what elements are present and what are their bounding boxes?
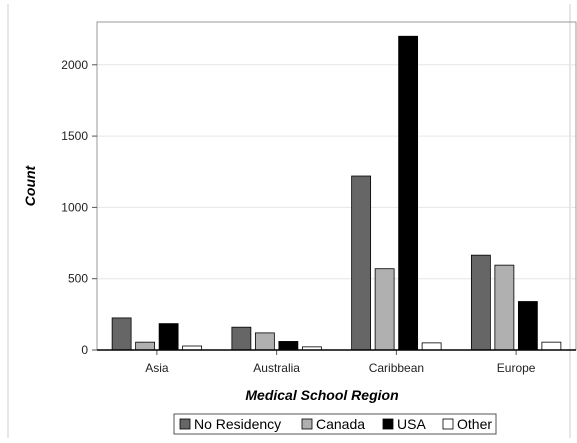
legend-swatch: [383, 419, 393, 429]
gridlines: [97, 65, 576, 279]
bar-usa-australia: [279, 341, 298, 350]
legend-swatch: [443, 419, 453, 429]
legend-label: Other: [457, 416, 492, 432]
bar-canada-australia: [255, 333, 274, 350]
bar-usa-asia: [159, 324, 178, 350]
y-tick-label: 500: [68, 272, 88, 286]
x-tick-label: Caribbean: [369, 361, 424, 375]
bar-canada-europe: [495, 265, 514, 350]
x-tick-label: Europe: [497, 361, 536, 375]
bar-no-residency-asia: [112, 318, 131, 350]
legend: No Residency Canada USA Other: [174, 414, 496, 434]
y-axis: 0 500 1000 1500 2000: [61, 58, 97, 357]
x-axis-title: Medical School Region: [245, 387, 398, 403]
bars-group: [112, 36, 561, 350]
legend-label: No Residency: [194, 416, 281, 432]
legend-swatch: [180, 419, 190, 429]
bar-other-caribbean: [422, 343, 441, 350]
bar-usa-europe: [518, 302, 537, 350]
y-axis-title: Count: [22, 164, 38, 206]
legend-swatch: [302, 419, 312, 429]
x-axis: Asia Australia Caribbean Europe: [97, 350, 576, 375]
y-tick-label: 1500: [61, 129, 88, 143]
y-tick-label: 1000: [61, 200, 88, 214]
x-tick-label: Asia: [145, 361, 169, 375]
bar-canada-asia: [136, 342, 155, 350]
bar-other-europe: [542, 342, 561, 350]
bar-canada-caribbean: [375, 269, 394, 350]
bar-no-residency-europe: [471, 255, 490, 350]
bar-usa-caribbean: [399, 36, 418, 350]
bar-no-residency-caribbean: [352, 176, 371, 350]
y-tick-label: 0: [81, 343, 88, 357]
bar-no-residency-australia: [232, 327, 251, 350]
legend-label: USA: [397, 416, 426, 432]
legend-label: Canada: [316, 416, 365, 432]
x-tick-label: Australia: [253, 361, 300, 375]
y-tick-label: 2000: [61, 58, 88, 72]
